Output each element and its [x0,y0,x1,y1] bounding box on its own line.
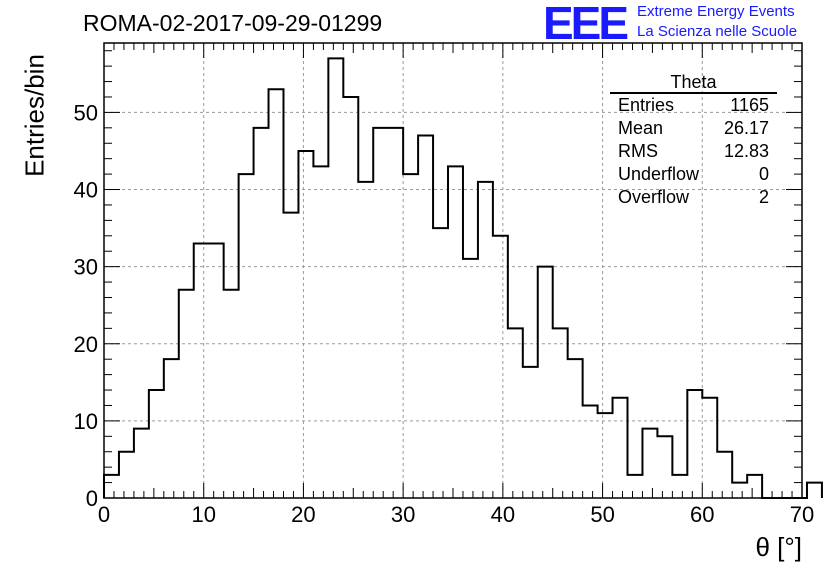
histogram-bin [717,452,732,498]
eee-logo: EEE [543,0,629,49]
histogram-bin [732,483,747,498]
histogram-bin [807,483,822,498]
stats-label: Underflow [618,164,700,184]
x-tick-label: 30 [391,502,415,527]
y-tick-label: 30 [74,255,98,280]
histogram-bin [403,174,418,498]
logo-line-1: Extreme Energy Events [637,3,795,20]
stats-label: Mean [618,118,664,138]
logo-caption: Extreme Energy Events La Scienza nelle S… [637,2,797,42]
histogram-bin [373,128,388,498]
histogram-bin [269,89,284,498]
stats-value: 12.83 [723,141,769,161]
histogram-bin [298,151,313,498]
histogram-bin [224,290,239,498]
stats-value: 1165 [730,95,769,115]
y-tick-label: 20 [74,332,98,357]
histogram-bin [613,398,628,498]
histogram-bin [194,244,209,498]
histogram-bin [134,429,149,498]
stats-row-rms: RMS 12.83 [610,140,777,163]
histogram-bin [179,290,194,498]
stats-row-underflow: Underflow 0 [610,163,777,186]
grid-lines [104,43,802,498]
histogram-bin [478,182,493,498]
stats-value: 0 [758,164,769,184]
histogram-bin [164,359,179,498]
x-axis-ticks: 0 10 20 30 40 50 60 70 [98,43,814,527]
stats-title: Theta [610,72,777,94]
stats-label: RMS [618,141,658,161]
stats-row-overflow: Overflow 2 [610,186,777,209]
histogram-bin [239,174,254,498]
x-tick-label: 0 [98,502,110,527]
histogram-bin [538,267,553,498]
histogram-bin [747,475,762,498]
stats-value: 2 [758,187,769,207]
stats-box: Theta Entries 1165 Mean 26.17 RMS 12.83 … [610,72,777,209]
x-tick-label: 20 [291,502,315,527]
stats-label: Entries [618,95,675,115]
histogram-bin [433,228,448,498]
histogram-bin [598,413,613,498]
histogram-bin [149,390,164,498]
histogram-bin [388,128,403,498]
histogram-bin [628,475,643,498]
histogram-bin [328,58,343,498]
x-tick-label: 70 [790,502,814,527]
histogram-bin [553,328,568,498]
histogram-bin [283,213,298,498]
histogram-bin [463,259,478,498]
stats-label: Overflow [618,187,690,207]
histogram-bin [583,405,598,498]
histogram-series [103,57,823,499]
y-tick-label: 50 [74,100,98,125]
histogram-bin [672,475,687,498]
histogram-bin [523,367,538,498]
histogram-bin [702,398,717,498]
y-tick-label: 10 [74,409,98,434]
histogram-bin [418,136,433,498]
histogram-bin [104,475,119,498]
histogram-bin [508,328,523,498]
histogram-bin [448,166,463,498]
x-tick-label: 10 [191,502,215,527]
histogram-bin [313,166,328,498]
x-axis-label: θ [°] [755,532,802,562]
histogram-bin [568,359,583,498]
histogram-bin [687,390,702,498]
x-tick-label: 40 [491,502,515,527]
run-title: ROMA-02-2017-09-29-01299 [83,10,383,36]
histogram-bin [642,429,657,498]
y-tick-label: 0 [86,486,98,511]
histogram-bin [254,128,269,498]
y-axis-label: Entries/bin [19,54,50,177]
histogram-bin [119,452,134,498]
stats-row-entries: Entries 1165 [610,94,777,117]
histogram-outline [103,57,823,499]
logo-line-2: La Scienza nelle Scuole [637,23,798,40]
x-tick-label: 60 [690,502,714,527]
histogram-bin [209,244,224,498]
histogram-bin [657,436,672,498]
stats-row-mean: Mean 26.17 [610,117,777,140]
x-tick-label: 50 [590,502,614,527]
stats-value: 26.17 [723,118,769,138]
y-tick-label: 40 [74,178,98,203]
histogram-bin [493,236,508,498]
histogram-bin [343,97,358,498]
histogram-bin [358,182,373,498]
